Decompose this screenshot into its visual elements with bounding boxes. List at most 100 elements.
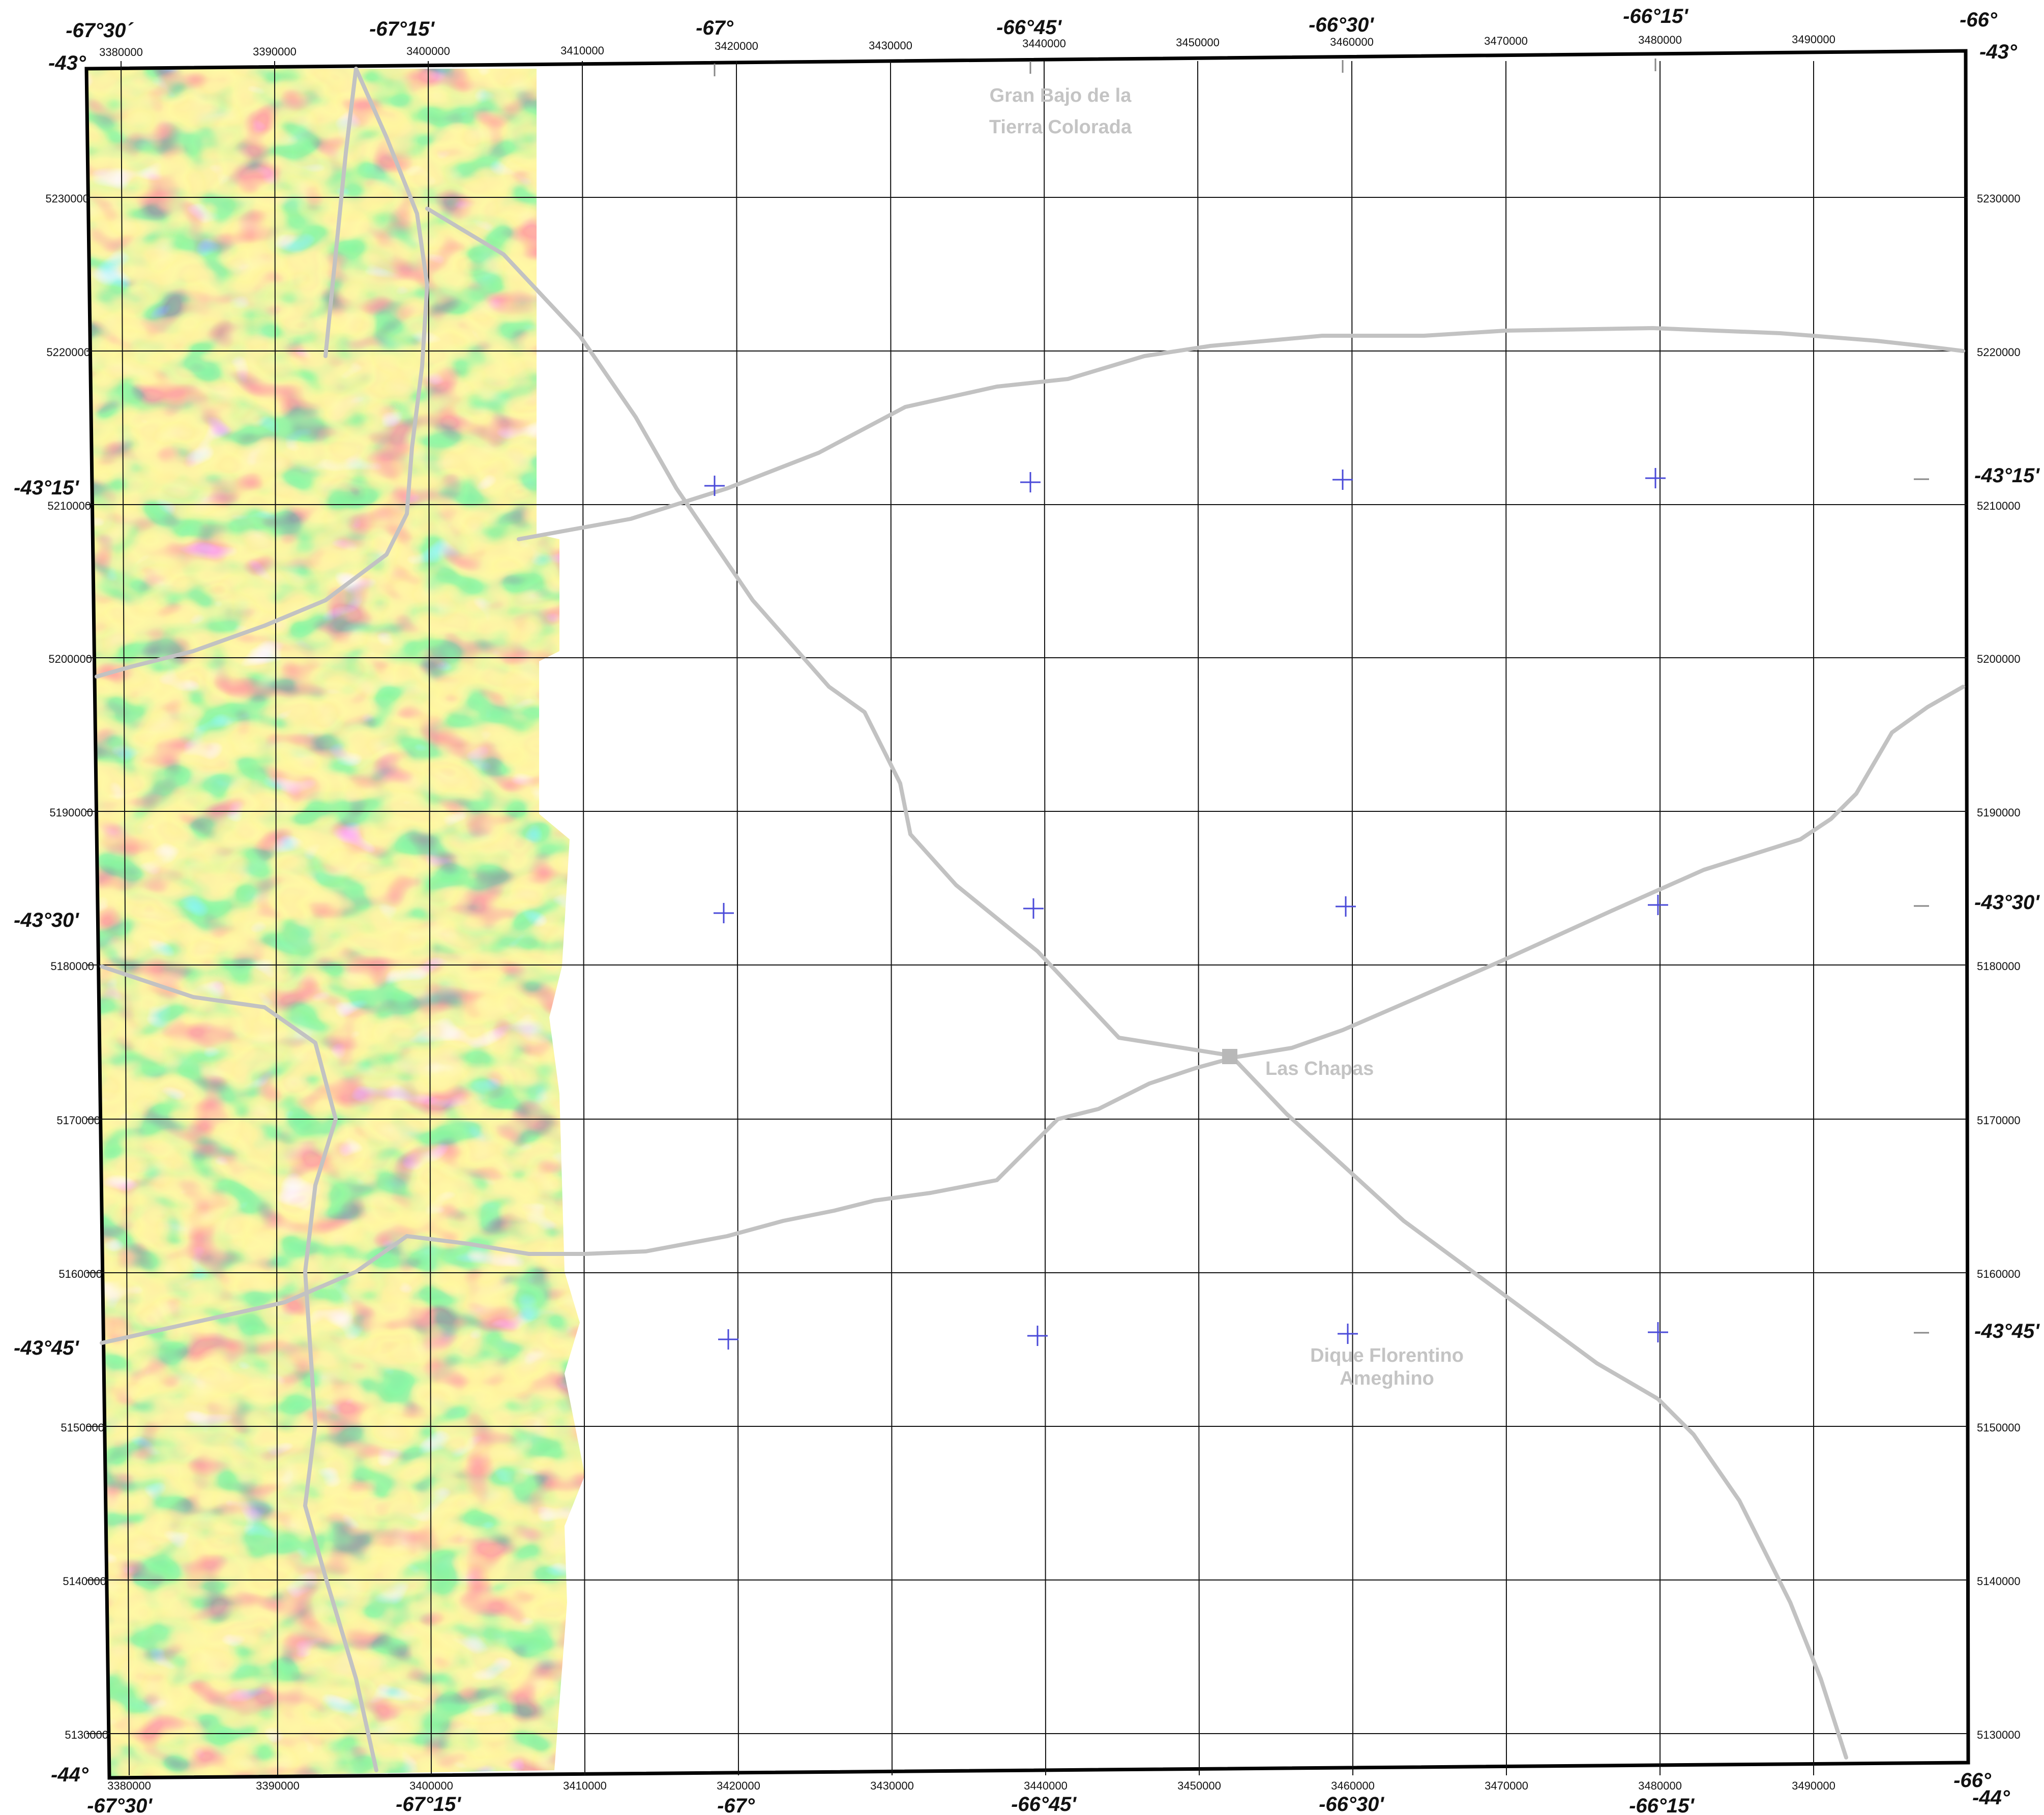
utm-northing-label: 5150000 <box>61 1421 104 1434</box>
utm-easting-label: 3410000 <box>560 44 604 57</box>
road <box>100 1234 531 1345</box>
grid-line-vertical <box>1044 61 1046 1776</box>
utm-easting-label: 3440000 <box>1024 1779 1068 1792</box>
road <box>323 67 358 358</box>
utm-northing-label: 5230000 <box>45 192 89 205</box>
graticule-cross <box>704 476 725 496</box>
road <box>425 207 1848 1760</box>
grid-line-vertical <box>274 61 278 1776</box>
place-gran-bajo-line2: Tierra Colorada <box>989 116 1132 138</box>
graticule-cross <box>1645 468 1666 488</box>
utm-northing-label: 5130000 <box>1977 1729 2021 1741</box>
graticule-cross <box>1336 896 1356 917</box>
grid-line-vertical <box>736 61 739 1776</box>
grid-line-vertical <box>428 61 432 1776</box>
grid-line-vertical <box>890 61 893 1776</box>
longitude-label: -66°45' <box>1011 1793 1077 1815</box>
place-gran-bajo-line1: Gran Bajo de la <box>990 85 1132 106</box>
utm-easting-label: 3450000 <box>1176 36 1220 49</box>
graticule-crosses <box>704 58 1929 1350</box>
grid-line-vertical <box>582 61 585 1776</box>
latitude-label: -43°15' <box>14 477 79 499</box>
road <box>517 326 1965 541</box>
utm-easting-label: 3470000 <box>1485 1779 1528 1792</box>
anomaly-raster <box>86 69 585 1778</box>
utm-northing-label: 5140000 <box>1977 1575 2021 1588</box>
roads <box>95 67 1965 1772</box>
utm-easting-label: 3390000 <box>253 45 297 58</box>
utm-northing-label: 5190000 <box>1977 806 2021 819</box>
utm-easting-label: 3380000 <box>99 46 143 58</box>
utm-easting-label: 3480000 <box>1638 1779 1682 1792</box>
utm-northing-label: 5200000 <box>1977 653 2021 665</box>
longitude-label: -67°15' <box>396 1793 461 1815</box>
latitude-label: -43°45' <box>1974 1320 2040 1342</box>
road <box>100 964 378 1772</box>
utm-northing-label: 5220000 <box>46 346 90 359</box>
utm-northing-label: 5170000 <box>56 1114 100 1127</box>
longitude-label: -67°30´ <box>66 19 134 42</box>
graticule-cross <box>1338 1324 1358 1344</box>
utm-easting-label: 3410000 <box>563 1779 607 1792</box>
place-las-chapas: Las Chapas <box>1265 1058 1374 1079</box>
utm-northing-label: 5180000 <box>1977 960 2021 973</box>
utm-northing-label: 5180000 <box>50 960 94 973</box>
longitude-labels-bottom: -67°30' -67°15' -67° -66°45' -66°30' -66… <box>87 1769 1992 1815</box>
utm-northing-label: 5190000 <box>49 806 93 819</box>
utm-northing-label: 5210000 <box>47 500 91 512</box>
latitude-label: -43° <box>1979 41 2018 63</box>
graticule-cross <box>1023 898 1044 919</box>
utm-easting-label: 3430000 <box>870 1779 914 1792</box>
utm-northing-label: 5140000 <box>63 1575 106 1588</box>
utm-easting-label: 3440000 <box>1022 37 1066 50</box>
utm-northing-label: 5230000 <box>1977 192 2021 205</box>
utm-easting-label: 3420000 <box>715 40 758 52</box>
longitude-label: -67°15' <box>369 18 435 40</box>
utm-easting-label: 3490000 <box>1792 33 1835 46</box>
longitude-label: -67°30' <box>87 1795 153 1815</box>
graticule-cross <box>718 1329 738 1350</box>
utm-easting-label: 3450000 <box>1177 1779 1221 1792</box>
graticule-cross <box>1648 895 1668 915</box>
grid-line-vertical <box>1197 61 1200 1776</box>
utm-eastings-bottom: 3380000 3390000 3400000 3410000 3420000 … <box>107 1779 1835 1792</box>
longitude-label: -66°30' <box>1309 14 1374 36</box>
latitude-labels-left: -43° -43°15' -43°30' -43°45' -44° <box>14 52 89 1786</box>
utm-northing-label: 5170000 <box>1977 1114 2021 1127</box>
latitude-label: -43°45' <box>14 1337 79 1359</box>
longitude-label: -67° <box>717 1795 755 1815</box>
utm-easting-label: 3460000 <box>1331 1779 1375 1792</box>
graticule-cross <box>1648 1322 1668 1342</box>
longitude-label: -66° <box>1960 9 1998 31</box>
graticule-cross <box>1027 1326 1048 1346</box>
latitude-label: -44° <box>1972 1787 2010 1809</box>
latitude-label: -43°30' <box>1974 891 2040 914</box>
utm-easting-label: 3470000 <box>1484 35 1528 47</box>
grid-line-vertical <box>121 61 130 1776</box>
utm-easting-label: 3420000 <box>717 1779 760 1792</box>
graticule-cross <box>714 903 734 923</box>
longitude-label: -66°15' <box>1629 1795 1695 1815</box>
grid-line-vertical <box>1351 61 1353 1776</box>
latitude-labels-right: -43° -43°15' -43°30' -43°45' -44° <box>1972 41 2040 1809</box>
latitude-label: -43°30' <box>14 909 79 931</box>
latitude-label: -43° <box>48 52 86 74</box>
utm-easting-label: 3430000 <box>869 39 912 52</box>
town-marker <box>1222 1049 1237 1064</box>
utm-easting-label: 3400000 <box>409 1779 453 1792</box>
utm-easting-label: 3480000 <box>1638 34 1682 46</box>
longitude-labels-top: -67°30´ -67°15' -67° -66°45' -66°30' -66… <box>66 5 1998 42</box>
utm-easting-label: 3400000 <box>406 45 450 57</box>
latitude-label: -43°15' <box>1974 464 2040 487</box>
utm-northing-label: 5150000 <box>1977 1421 2021 1434</box>
utm-easting-label: 3490000 <box>1792 1779 1835 1792</box>
utm-northing-label: 5200000 <box>48 653 92 665</box>
longitude-label: -66°15' <box>1623 5 1688 27</box>
graticule-cross <box>1020 472 1041 492</box>
place-dique-line1: Dique Florentino <box>1310 1345 1464 1366</box>
utm-northing-label: 5160000 <box>58 1268 102 1280</box>
place-dique-line2: Ameghino <box>1340 1368 1434 1389</box>
latitude-label: -44° <box>51 1764 89 1786</box>
utm-northings-left: 5230000 5220000 5210000 5200000 5190000 … <box>45 192 108 1741</box>
